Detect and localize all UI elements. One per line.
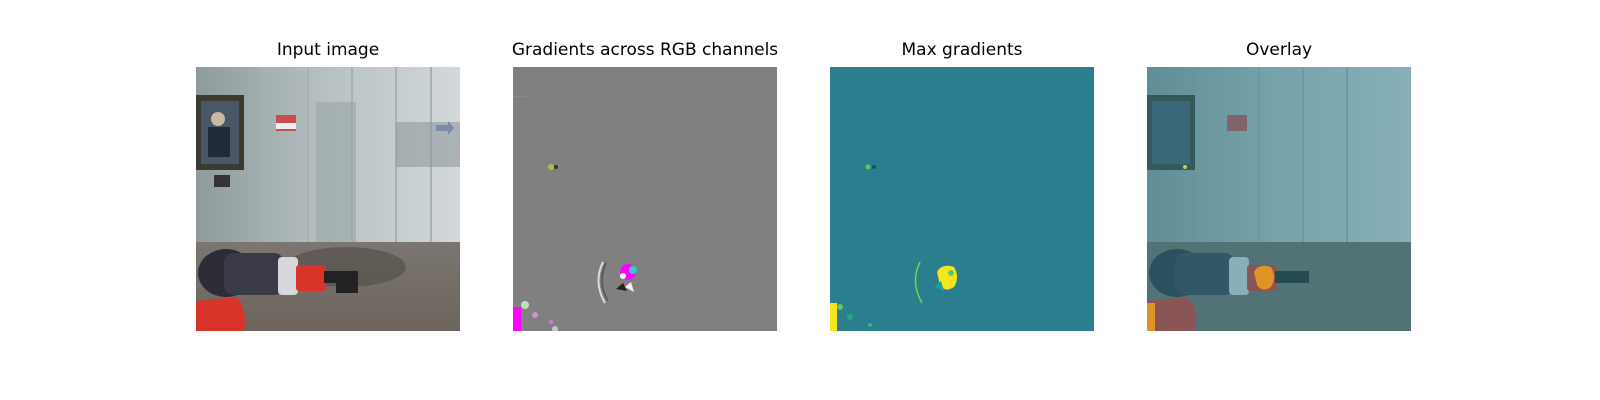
max-gradients-panel-title: Max gradients (901, 40, 1023, 60)
max-gradients-image (830, 67, 1094, 331)
input-panel: Input image (196, 0, 460, 400)
rgb-gradients-image (513, 67, 777, 331)
overlay-panel: Overlay (1147, 0, 1411, 400)
overlay-panel-title: Overlay (1245, 40, 1313, 60)
rgb-gradients-panel-title: Gradients across RGB channels (511, 40, 779, 60)
max-gradients-panel: Max gradients (830, 0, 1094, 400)
overlay-image (1147, 67, 1411, 331)
input-image (196, 67, 460, 331)
rgb-gradients-panel: Gradients across RGB channels (512, 0, 778, 400)
input-panel-title: Input image (276, 40, 380, 60)
